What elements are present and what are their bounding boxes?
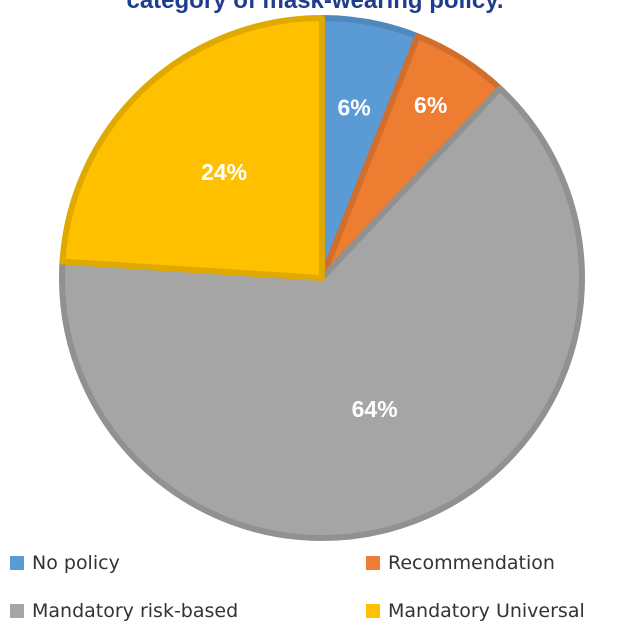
legend-label-no-policy: No policy <box>32 552 120 574</box>
legend-label-mandatory-risk-based: Mandatory risk-based <box>32 600 239 622</box>
pie-slices <box>59 15 585 541</box>
legend-swatch-no-policy <box>10 556 24 570</box>
legend-swatch-recommendation <box>366 556 380 570</box>
pie-data-labels: 6% 6% 64% 24% <box>201 92 447 422</box>
data-label-mandatory-risk-based: 64% <box>352 396 398 422</box>
legend-item-no-policy[interactable]: No policy <box>10 552 120 574</box>
legend-item-mandatory-risk-based[interactable]: Mandatory risk-based <box>10 600 238 622</box>
legend-swatch-mandatory-universal <box>366 604 380 618</box>
data-label-recommendation: 6% <box>414 92 447 118</box>
legend-item-recommendation[interactable]: Recommendation <box>366 552 555 574</box>
pie-slice-mandatory-universal[interactable] <box>59 15 325 281</box>
data-label-no-policy: 6% <box>338 95 371 121</box>
legend-label-recommendation: Recommendation <box>388 552 555 574</box>
legend-item-mandatory-universal[interactable]: Mandatory Universal <box>366 600 585 622</box>
data-label-mandatory-universal: 24% <box>201 159 247 185</box>
chart-title: category of mask-wearing policy. <box>126 0 504 14</box>
legend-label-mandatory-universal: Mandatory Universal <box>388 600 585 622</box>
pie-slice-mandatory-risk-based[interactable] <box>59 85 585 541</box>
legend-swatch-mandatory-risk-based <box>10 604 24 618</box>
